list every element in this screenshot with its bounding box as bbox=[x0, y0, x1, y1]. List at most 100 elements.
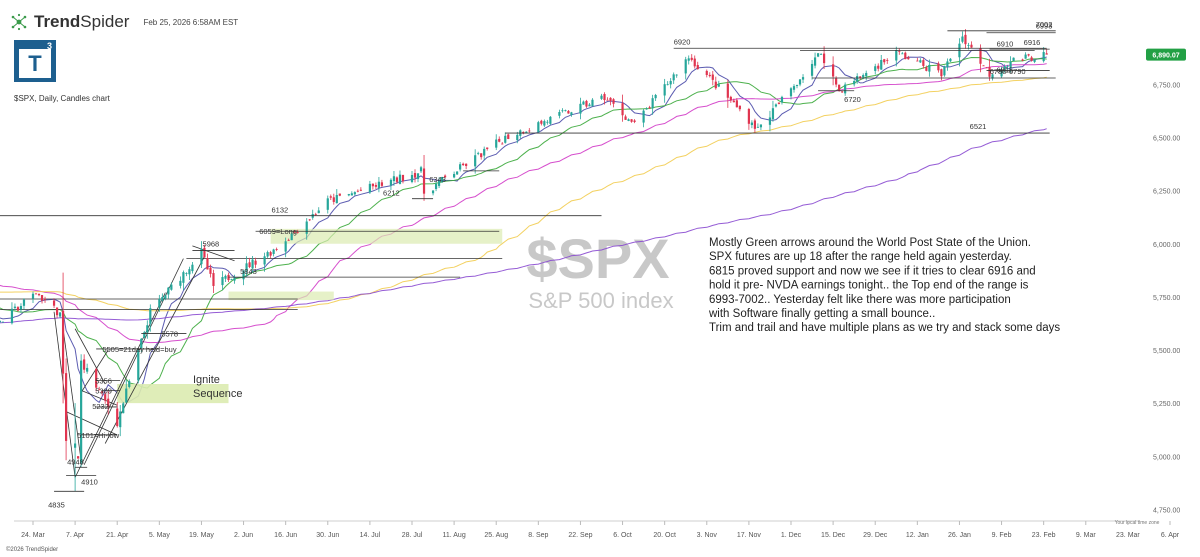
candle-body bbox=[368, 183, 371, 193]
candle-body bbox=[621, 103, 624, 116]
level-label: 4835 bbox=[48, 500, 65, 509]
x-tick-label: 24. Mar bbox=[21, 532, 45, 539]
x-tick-label: 25. Aug bbox=[484, 532, 508, 539]
commentary-line: 6815 proved support and now we see if it… bbox=[709, 265, 1036, 277]
candle-body bbox=[540, 120, 543, 124]
candle-body bbox=[359, 189, 362, 191]
candle-body bbox=[143, 332, 146, 338]
candle-body bbox=[865, 72, 868, 77]
last-price-label: 6,890.07 bbox=[1152, 53, 1179, 60]
candle-body bbox=[19, 305, 23, 310]
x-tick-label: 22. Sep bbox=[568, 532, 592, 539]
candle-body bbox=[1009, 61, 1012, 68]
level-label: 6132 bbox=[272, 206, 289, 215]
candle-body bbox=[810, 63, 814, 76]
candle-body bbox=[561, 110, 564, 112]
candle-body bbox=[919, 60, 922, 63]
candle-body bbox=[705, 70, 708, 75]
candle-body bbox=[248, 262, 251, 268]
candle-body bbox=[696, 64, 699, 70]
candle-body bbox=[95, 369, 98, 388]
candle-body bbox=[80, 360, 83, 463]
candle-body bbox=[495, 139, 498, 148]
candle-body bbox=[58, 312, 62, 317]
candle-body bbox=[462, 163, 465, 166]
candle-body bbox=[946, 61, 949, 67]
candle-body bbox=[434, 183, 438, 189]
candle-body bbox=[52, 300, 56, 306]
candle-body bbox=[901, 53, 904, 55]
candle-body bbox=[483, 148, 486, 156]
candle-body bbox=[844, 84, 847, 94]
level-label: 5843 bbox=[240, 267, 257, 276]
candle-body bbox=[916, 60, 919, 62]
level-label: 5232 bbox=[92, 402, 109, 411]
x-tick-label: 28. Jul bbox=[402, 532, 423, 539]
candle-body bbox=[284, 241, 287, 252]
level-label: 5309 bbox=[95, 387, 112, 396]
candle-body bbox=[353, 192, 356, 195]
candle-body bbox=[137, 349, 140, 381]
candle-body bbox=[961, 36, 964, 42]
trend-line bbox=[104, 256, 205, 444]
candle-body bbox=[263, 256, 266, 265]
candle-body bbox=[128, 381, 131, 387]
candle-body bbox=[904, 52, 907, 60]
candle-body bbox=[61, 310, 65, 374]
candle-body bbox=[440, 176, 444, 183]
x-tick-label: 6. Oct bbox=[613, 532, 632, 539]
candle-body bbox=[666, 84, 669, 86]
candle-body bbox=[40, 295, 44, 301]
y-tick-label: 5,250.00 bbox=[1153, 401, 1180, 408]
candle-body bbox=[648, 107, 651, 108]
candle-body bbox=[347, 194, 350, 196]
x-tick-label: 14. Jul bbox=[360, 532, 381, 539]
moving-average-21 bbox=[0, 56, 1047, 389]
candle-body bbox=[209, 267, 212, 274]
moving-average-8 bbox=[0, 49, 1047, 404]
candle-body bbox=[726, 83, 729, 98]
candle-body bbox=[859, 76, 862, 78]
candle-body bbox=[350, 193, 353, 196]
candle-body bbox=[525, 131, 528, 134]
candle-body bbox=[558, 112, 561, 116]
candle-body bbox=[543, 121, 546, 126]
candle-body bbox=[146, 325, 149, 333]
candle-body bbox=[937, 63, 940, 71]
y-tick-label: 4,750.00 bbox=[1153, 507, 1180, 514]
level-label: 6059=Long bbox=[259, 227, 297, 236]
candle-body bbox=[83, 359, 86, 370]
x-tick-label: 5. May bbox=[149, 532, 171, 539]
candle-body bbox=[224, 275, 227, 279]
candle-body bbox=[419, 167, 423, 172]
candle-body bbox=[651, 98, 654, 109]
x-tick-label: 6. Apr bbox=[1161, 532, 1180, 539]
trend-line bbox=[74, 328, 106, 385]
candle-body bbox=[37, 293, 41, 296]
candle-body bbox=[314, 214, 317, 215]
candle-body bbox=[609, 97, 612, 101]
candle-body bbox=[64, 373, 68, 441]
candle-body bbox=[374, 184, 378, 187]
candle-body bbox=[862, 75, 865, 78]
candle-body bbox=[970, 44, 973, 48]
candle-body bbox=[895, 50, 898, 61]
candle-body bbox=[107, 398, 110, 408]
last-price-badge bbox=[1146, 48, 1186, 61]
candle-body bbox=[116, 408, 119, 427]
candle-body bbox=[832, 64, 835, 77]
moving-average-50 bbox=[0, 63, 1047, 344]
candle-body bbox=[167, 287, 170, 295]
candle-body bbox=[149, 308, 152, 324]
candle-body bbox=[212, 273, 215, 286]
candle-body bbox=[940, 69, 943, 77]
candle-body bbox=[684, 59, 687, 74]
y-tick-label: 5,000.00 bbox=[1153, 454, 1180, 461]
candle-body bbox=[753, 120, 757, 129]
candle-body bbox=[413, 173, 417, 178]
candle-body bbox=[708, 74, 711, 77]
x-tick-label: 1. Dec bbox=[781, 532, 802, 539]
candle-body bbox=[570, 112, 573, 115]
candle-body bbox=[308, 219, 311, 221]
